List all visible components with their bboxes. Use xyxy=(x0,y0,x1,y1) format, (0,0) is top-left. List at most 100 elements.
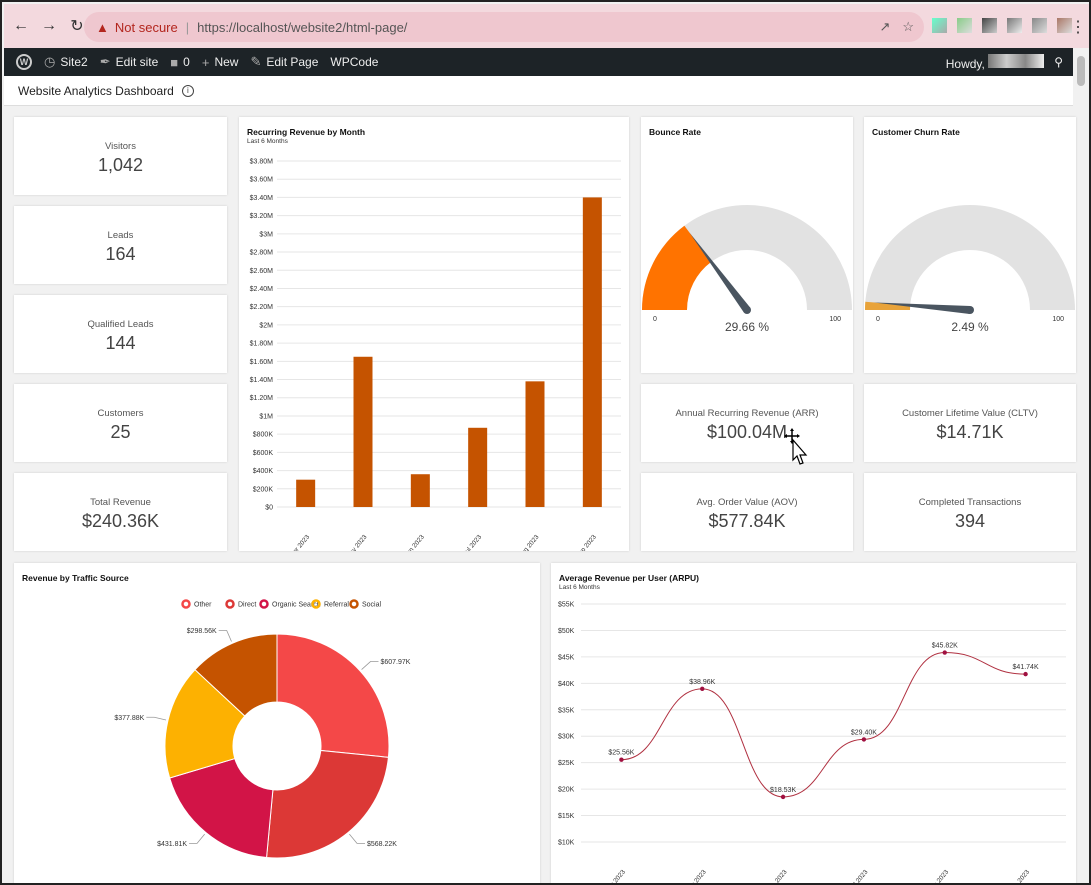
wpcode-link[interactable]: WPCode xyxy=(330,55,378,69)
extension-icon[interactable] xyxy=(1032,18,1047,33)
y-tick-label: $1.40M xyxy=(250,377,274,384)
y-tick-label: $2M xyxy=(259,322,273,329)
extension-icon[interactable] xyxy=(982,18,997,33)
bounce-rate-card: Bounce Rate 0 100 29.66 % xyxy=(641,117,853,373)
revenue-by-source-card: Revenue by Traffic Source Other Direct Org… xyxy=(14,563,540,883)
howdy-account[interactable]: Howdy, xyxy=(946,53,1045,71)
kpi-card-customers: Customers 25 xyxy=(14,384,227,462)
data-label: $45.82K xyxy=(932,643,958,650)
legend-marker xyxy=(349,599,359,609)
plus-icon: + xyxy=(201,54,210,70)
y-tick-label: $3.60M xyxy=(250,177,274,184)
data-label: $38.96K xyxy=(689,679,715,686)
extension-icon[interactable] xyxy=(932,18,947,33)
donut-slice xyxy=(164,668,246,779)
edit-site-link[interactable]: ✒ Edit site xyxy=(100,54,159,70)
x-tick-label: May 2023 xyxy=(345,533,369,551)
kpi-label: Leads xyxy=(107,230,134,241)
legend-marker xyxy=(259,599,269,609)
gauge-min-label: 0 xyxy=(653,316,657,323)
page-scrollbar[interactable] xyxy=(1073,48,1089,883)
kpi-card-aov: Avg. Order Value (AOV) $577.84K xyxy=(641,473,853,551)
new-content-link[interactable]: + New xyxy=(202,55,239,70)
y-tick-label: $600K xyxy=(253,450,274,457)
browser-menu-icon[interactable]: ⋮ xyxy=(1070,19,1086,36)
mouse-cursor-icon xyxy=(784,428,808,465)
slice-value-label: $377.88K xyxy=(114,715,144,722)
donut-slice xyxy=(169,757,274,859)
browser-toolbar: ← → ↻ ▲ Not secure | https://localhost/w… xyxy=(4,4,1089,48)
donut-chart: Other Direct Organic Search Referral Social $… xyxy=(114,599,411,859)
recurring-revenue-card: Recurring Revenue by Month Last 6 Months… xyxy=(239,117,629,551)
y-tick-label: $400K xyxy=(253,468,274,475)
chart-title: Average Revenue per User (ARPU) xyxy=(559,573,699,583)
extension-icon[interactable] xyxy=(957,18,972,33)
new-label: New xyxy=(214,55,239,69)
kpi-card-total-revenue: Total Revenue $240.36K xyxy=(14,473,227,551)
search-icon[interactable]: ⚲ xyxy=(1054,55,1063,69)
bookmark-star-icon[interactable]: ☆ xyxy=(902,19,914,34)
pin-icon: ✒ xyxy=(99,54,111,69)
kpi-value: $240.36K xyxy=(81,511,160,531)
kpi-value: $100.04M xyxy=(706,422,788,442)
bar xyxy=(582,197,602,507)
url-text[interactable]: https://localhost/website2/html-page/ xyxy=(197,19,408,35)
site-menu[interactable]: ◷ Site2 xyxy=(44,54,88,70)
x-tick-label: Sep 2023 xyxy=(1008,869,1031,885)
donut-slice xyxy=(276,633,390,758)
gauge-max-label: 100 xyxy=(829,316,841,323)
y-tick-label: $1.60M xyxy=(250,359,274,366)
extension-icon[interactable] xyxy=(1007,18,1022,33)
data-point xyxy=(780,794,786,800)
bar xyxy=(468,427,488,507)
gauge-max-label: 100 xyxy=(1052,316,1064,323)
forward-icon[interactable]: → xyxy=(41,17,57,34)
gauge-needle xyxy=(689,232,751,313)
y-tick-label: $1M xyxy=(259,413,273,420)
gauge-fill xyxy=(642,225,712,310)
y-tick-label: $1.20M xyxy=(250,395,274,402)
y-tick-label: $2.20M xyxy=(250,304,274,311)
data-point xyxy=(700,686,705,692)
legend-label: Direct xyxy=(238,602,256,609)
y-tick-label: $800K xyxy=(253,432,274,439)
line-chart: $10K $15K $20K $25K $30K $35K $40K $45K $50K $55K… xyxy=(558,602,1066,885)
data-point xyxy=(861,737,867,742)
comments-link[interactable]: ■ 0 xyxy=(170,55,190,70)
gauge-track xyxy=(865,205,1075,310)
kpi-card-cltv: Customer Lifetime Value (CLTV) $14.71K xyxy=(864,384,1076,462)
label-leader-line xyxy=(361,661,379,670)
kpi-value: 1,042 xyxy=(97,155,144,175)
y-tick-label: $10K xyxy=(558,840,575,847)
profile-avatar[interactable] xyxy=(1057,18,1072,33)
address-bar[interactable]: ▲ Not secure | https://localhost/website… xyxy=(84,12,924,42)
data-point xyxy=(619,757,624,762)
scrollbar-thumb[interactable] xyxy=(1077,56,1085,86)
label-leader-line xyxy=(189,833,205,844)
y-tick-label: $200K xyxy=(253,486,274,493)
back-icon[interactable]: ← xyxy=(13,17,29,34)
gauge-value: 2.49 % xyxy=(951,320,989,334)
gauge-needle-hub xyxy=(743,306,751,314)
info-icon[interactable]: i xyxy=(181,84,194,97)
gauge-value: 29.66 % xyxy=(725,320,769,334)
kpi-card-leads: Leads 164 xyxy=(14,206,227,284)
bar xyxy=(296,479,316,507)
page-title: Website Analytics Dashboard xyxy=(18,83,174,98)
churn-rate-card: Customer Churn Rate 0 100 2.49 % xyxy=(864,117,1076,373)
dashboard-header: Website Analytics Dashboard i xyxy=(4,76,1073,106)
gauge-needle xyxy=(873,302,971,314)
data-label: $41.74K xyxy=(1013,664,1039,671)
data-label: $25.56K xyxy=(608,750,634,757)
share-icon[interactable]: ↗ xyxy=(879,19,891,34)
reload-icon[interactable]: ↻ xyxy=(70,18,84,35)
comments-count: 0 xyxy=(183,55,190,69)
kpi-card-completed-transactions: Completed Transactions 394 xyxy=(864,473,1076,551)
kpi-label: Completed Transactions xyxy=(918,497,1022,508)
x-tick-label: Aug 2023 xyxy=(927,869,950,885)
wordpress-logo-icon[interactable]: W xyxy=(16,54,32,70)
arpu-card: Average Revenue per User (ARPU) Last 6 M… xyxy=(551,563,1076,885)
edit-page-link[interactable]: ✎ Edit Page xyxy=(250,54,318,70)
slice-value-label: $568.22K xyxy=(367,841,397,848)
